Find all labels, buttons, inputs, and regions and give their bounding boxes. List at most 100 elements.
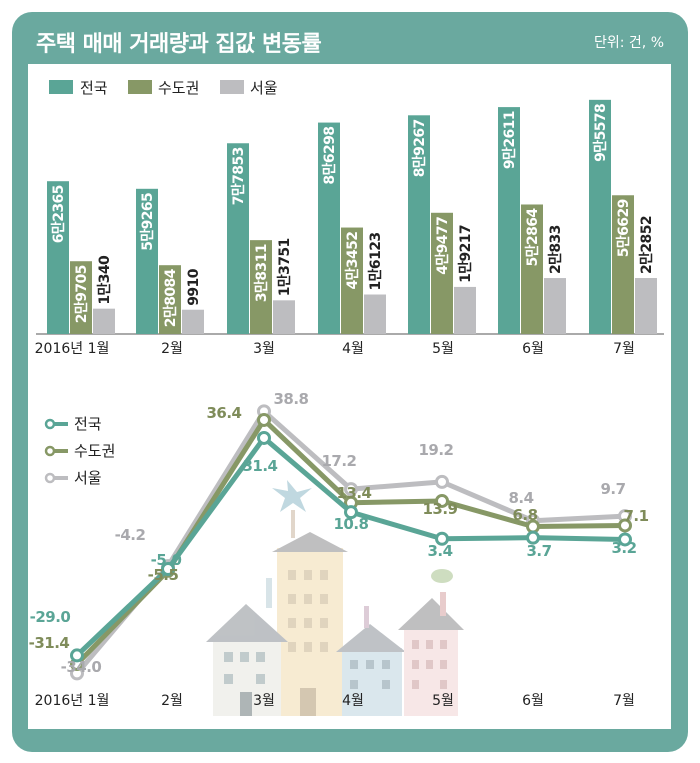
bar-seoul-6 — [544, 278, 566, 334]
line-value-label: 10.8 — [333, 515, 368, 533]
point-seoul-5 — [435, 474, 449, 489]
line-x-tick: 3월 — [253, 693, 275, 709]
bar-value-label: 9910 — [186, 268, 202, 305]
bar-legend: 전국 수도권 서울 — [49, 79, 278, 97]
line-x-tick: 2016년 1월 — [35, 693, 110, 709]
bar-value-label: 4만9477 — [435, 217, 451, 275]
bar-value-label: 6만2365 — [51, 185, 67, 243]
line-value-label: -5.5 — [148, 566, 179, 584]
bar-metro-1 — [70, 261, 92, 334]
bar-metro-2 — [159, 265, 181, 334]
bar-national-1 — [47, 181, 69, 334]
line-value-label: 8.4 — [508, 489, 533, 507]
bar-value-label: 2만9705 — [74, 265, 90, 323]
legend-swatch-national — [49, 80, 73, 94]
bar-value-label: 2만833 — [548, 225, 564, 274]
bar-marks: 6만2365 2만9705 1만340 5만9265 2만8084 9910 7만7853 3… — [47, 99, 657, 335]
bar-value-label: 1만340 — [97, 255, 113, 305]
bar-metro-6 — [521, 204, 543, 334]
bar-value-label: 2만8084 — [163, 268, 179, 327]
legend-swatch-seoul — [220, 80, 244, 94]
line-tick-labels: 2016년 1월 2월 3월 4월 5월 6월 7월 — [35, 693, 635, 709]
line-value-label: 3.4 — [427, 542, 452, 560]
point-metro-3 — [257, 412, 271, 427]
bar-x-tick: 4월 — [342, 341, 364, 357]
bar-value-label: 1만6123 — [368, 232, 384, 290]
point-national-6 — [526, 530, 540, 545]
bar-x-tick: 2016년 1월 — [35, 341, 110, 357]
bar-value-label: 2만2852 — [639, 216, 655, 274]
bar-legend-national: 전국 — [80, 79, 108, 97]
bar-x-tick: 3월 — [253, 341, 275, 357]
point-national-3 — [257, 430, 271, 445]
bar-value-label: 4만3452 — [345, 232, 361, 290]
bar-value-label: 3만8311 — [254, 244, 270, 302]
bar-national-5 — [408, 115, 430, 334]
line-legend-marker-metro — [44, 445, 56, 457]
line-legend-seoul: 서울 — [74, 469, 102, 487]
line-x-tick: 7월 — [613, 693, 635, 709]
bar-value-label: 7만7853 — [231, 147, 247, 205]
bar-x-tick: 5월 — [432, 341, 454, 357]
bar-national-7 — [589, 99, 611, 335]
line-legend: 전국 수도권 서울 — [44, 415, 115, 487]
bar-value-label: 9만5578 — [593, 104, 609, 162]
line-x-tick: 4월 — [342, 693, 364, 709]
bar-tick-labels: 2016년 1월 2월 3월 4월 5월 6월 7월 — [35, 341, 635, 357]
bar-value-label: 8만6298 — [322, 127, 338, 185]
line-value-label: 17.2 — [321, 452, 356, 470]
line-value-label: 13.4 — [336, 484, 371, 502]
line-value-label: -5.0 — [151, 551, 182, 569]
line-value-label: -4.2 — [115, 526, 146, 544]
bar-national-6 — [498, 107, 520, 334]
line-legend-marker-national — [44, 418, 56, 430]
bar-national-3 — [227, 143, 249, 334]
line-value-label: -34.0 — [61, 658, 102, 676]
bar-seoul-2 — [182, 309, 204, 334]
line-x-tick: 2월 — [161, 693, 183, 709]
bar-x-tick: 2월 — [161, 341, 183, 357]
bar-legend-metro: 수도권 — [158, 79, 199, 97]
bar-seoul-5 — [454, 286, 476, 334]
line-value-label: 31.4 — [242, 457, 277, 475]
unit-label: 단위: 건, % — [593, 35, 664, 51]
point-national-2 — [161, 562, 175, 576]
line-value-label: 6.8 — [512, 506, 537, 524]
line-value-label: 7.1 — [623, 507, 648, 525]
line-value-label: -29.0 — [30, 608, 71, 626]
line-value-label: 19.2 — [418, 441, 453, 459]
bar-metro-7 — [612, 195, 634, 334]
bar-seoul-3 — [273, 300, 295, 334]
point-national-1 — [70, 648, 84, 663]
line-legend-metro: 수도권 — [74, 442, 115, 460]
bar-metro-5 — [431, 212, 453, 334]
chart-title: 주택 매매 거래량과 집값 변동률 — [36, 32, 322, 57]
line-x-tick: 5월 — [432, 693, 454, 709]
line-value-label: -31.4 — [29, 634, 70, 652]
chart-panel — [28, 64, 671, 729]
houses-illustration-icon — [206, 480, 464, 716]
point-metro-5 — [435, 493, 449, 508]
bar-value-label: 5만6629 — [616, 199, 632, 257]
bar-legend-seoul: 서울 — [250, 79, 278, 97]
bar-value-label: 1만3751 — [277, 238, 293, 296]
line-value-label: 38.8 — [273, 390, 308, 408]
line-value-label: 9.7 — [600, 480, 625, 498]
bar-value-label: 1만9217 — [458, 225, 474, 283]
bar-value-label: 8만9267 — [412, 119, 428, 177]
point-national-7 — [618, 532, 632, 547]
bar-value-label: 5만2864 — [525, 208, 541, 267]
bar-seoul-1 — [93, 308, 115, 334]
bar-value-label: 9만2611 — [502, 111, 518, 169]
legend-swatch-metro — [128, 80, 152, 94]
line-value-label: 3.7 — [526, 542, 551, 560]
bar-x-tick: 6월 — [522, 341, 544, 357]
line-value-label: 36.4 — [206, 404, 241, 422]
line-value-label: 3.2 — [611, 539, 636, 557]
bar-seoul-7 — [635, 278, 657, 334]
bar-metro-4 — [341, 227, 363, 334]
point-national-5 — [435, 531, 449, 546]
bar-metro-3 — [250, 240, 272, 334]
line-x-tick: 6월 — [522, 693, 544, 709]
